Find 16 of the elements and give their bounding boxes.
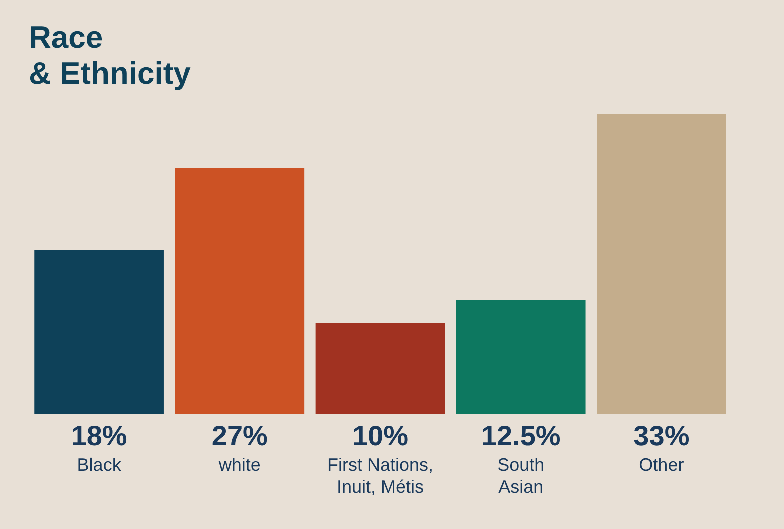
bar bbox=[34, 250, 164, 414]
data-label: 27% bbox=[212, 420, 268, 452]
data-label: 12.5% bbox=[481, 420, 561, 452]
bar bbox=[316, 323, 446, 414]
chart-title: Race & Ethnicity bbox=[29, 20, 191, 92]
bar bbox=[175, 168, 305, 414]
data-label: 33% bbox=[634, 420, 690, 452]
bar bbox=[597, 114, 726, 414]
bar bbox=[456, 300, 586, 414]
x-tick-label: First Nations, Inuit, Métis bbox=[327, 454, 434, 497]
data-label: 10% bbox=[352, 420, 409, 452]
data-label: 18% bbox=[71, 420, 128, 452]
x-tick-label: South Asian bbox=[498, 454, 545, 497]
x-tick-label: Other bbox=[639, 454, 684, 475]
x-tick-label: Black bbox=[77, 454, 122, 475]
x-tick-label: white bbox=[218, 454, 261, 475]
